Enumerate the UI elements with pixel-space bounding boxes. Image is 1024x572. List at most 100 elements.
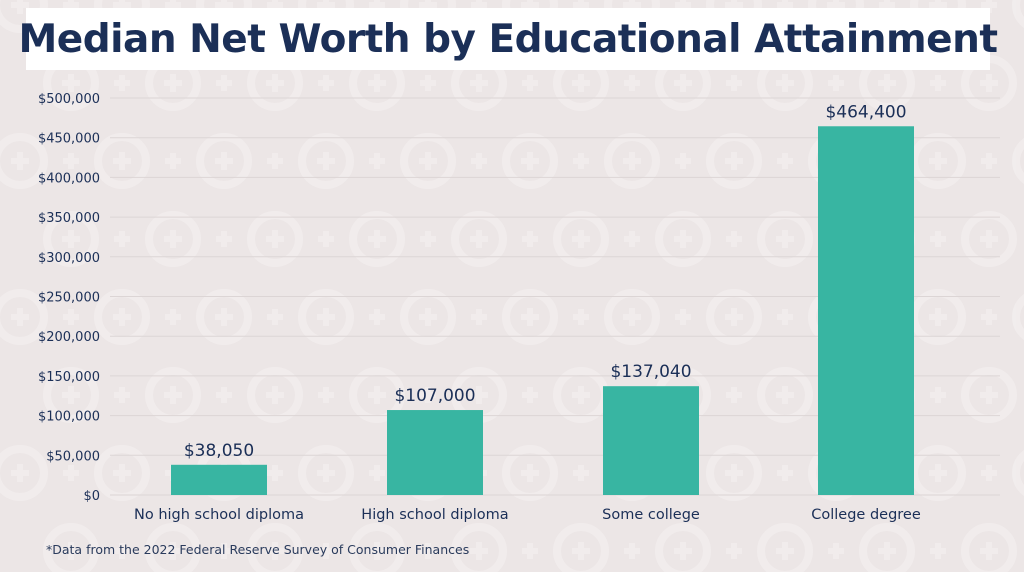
pattern-plus-icon [420,543,436,559]
y-tick-label: $0 [83,489,100,504]
y-tick-label: $100,000 [38,410,100,425]
pattern-plus-icon [675,309,691,325]
pattern-bubble-icon [0,0,48,33]
data-label: $464,400 [825,102,906,122]
pattern-bubble-icon [553,523,609,572]
pattern-bubble-icon [655,211,711,267]
pattern-plus-icon [318,543,334,559]
pattern-plus-icon [981,309,997,325]
pattern-plus-icon [63,465,79,481]
pattern-plus-icon [522,387,538,403]
pattern-plus-icon [828,543,844,559]
pattern-plus-icon [267,153,283,169]
pattern-plus-icon [267,465,283,481]
pattern-bubble-icon [859,523,915,572]
pattern-plus-icon [675,153,691,169]
pattern-plus-icon [114,75,130,91]
y-tick-label: $50,000 [46,449,100,464]
pattern-plus-icon [573,309,589,325]
pattern-plus-icon [420,231,436,247]
pattern-plus-icon [471,153,487,169]
x-tick-label: College degree [811,507,921,523]
pattern-bubble-icon [706,133,762,189]
pattern-bubble-icon [298,133,354,189]
pattern-bubble-icon [502,133,558,189]
pattern-plus-icon [216,387,232,403]
pattern-bubble-icon [1012,450,1024,496]
pattern-plus-icon [318,231,334,247]
y-tick-label: $500,000 [38,92,100,107]
pattern-bubble-icon [247,523,303,572]
pattern-plus-icon [930,75,946,91]
pattern-bubble-icon [349,211,405,267]
y-tick-label: $450,000 [38,132,100,147]
pattern-plus-icon [216,75,232,91]
pattern-bubble-icon [502,445,558,501]
pattern-bubble-icon [757,367,813,423]
x-tick-label: Some college [602,507,700,523]
pattern-bubble-icon [94,133,150,189]
pattern-bubble-icon [451,211,507,267]
pattern-bubble-icon [961,367,1017,423]
pattern-bubble-icon [247,367,303,423]
pattern-bubble-icon [0,133,48,189]
pattern-bubble-icon [0,445,48,501]
pattern-plus-icon [216,231,232,247]
pattern-plus-icon [114,543,130,559]
x-tick-label: No high school diploma [134,507,304,523]
pattern-bubble-icon [961,211,1017,267]
pattern-plus-icon [63,153,79,169]
pattern-plus-icon [930,387,946,403]
y-tick-label: $300,000 [38,251,100,266]
footnote: *Data from the 2022 Federal Reserve Surv… [46,542,470,557]
pattern-plus-icon [624,543,640,559]
pattern-bubble-icon [400,289,456,345]
pattern-plus-icon [114,231,130,247]
pattern-bubble-icon [43,211,99,267]
pattern-plus-icon [930,231,946,247]
pattern-plus-icon [624,75,640,91]
pattern-bubble-icon [961,523,1017,572]
pattern-plus-icon [369,465,385,481]
pattern-plus-icon [318,387,334,403]
pattern-bubble-icon [400,133,456,189]
pattern-bubble-icon [1012,138,1024,184]
pattern-bubble-icon [655,523,711,572]
pattern-bubble-icon [1012,0,1024,28]
pattern-plus-icon [369,153,385,169]
pattern-bubble-icon [298,445,354,501]
pattern-plus-icon [471,309,487,325]
bar [387,410,483,495]
pattern-plus-icon [63,309,79,325]
y-tick-label: $350,000 [38,211,100,226]
pattern-plus-icon [420,387,436,403]
pattern-bubble-icon [502,289,558,345]
pattern-bubble-icon [298,289,354,345]
pattern-bubble-icon [145,367,201,423]
pattern-plus-icon [777,465,793,481]
pattern-plus-icon [981,153,997,169]
x-tick-label: High school diploma [361,507,508,523]
pattern-bubble-icon [757,523,813,572]
pattern-plus-icon [726,387,742,403]
pattern-plus-icon [624,231,640,247]
pattern-plus-icon [777,309,793,325]
pattern-bubble-icon [145,523,201,572]
pattern-plus-icon [165,153,181,169]
pattern-plus-icon [522,75,538,91]
bar [818,126,914,495]
pattern-bubble-icon [757,211,813,267]
y-tick-label: $200,000 [38,330,100,345]
pattern-plus-icon [420,75,436,91]
pattern-plus-icon [318,75,334,91]
pattern-plus-icon [369,309,385,325]
pattern-bubble-icon [604,133,660,189]
pattern-plus-icon [267,309,283,325]
pattern-bubble-icon [553,211,609,267]
pattern-bubble-icon [451,523,507,572]
pattern-bubble-icon [247,211,303,267]
pattern-bubble-icon [196,133,252,189]
pattern-plus-icon [828,75,844,91]
title-banner: Median Net Worth by Educational Attainme… [18,8,998,70]
